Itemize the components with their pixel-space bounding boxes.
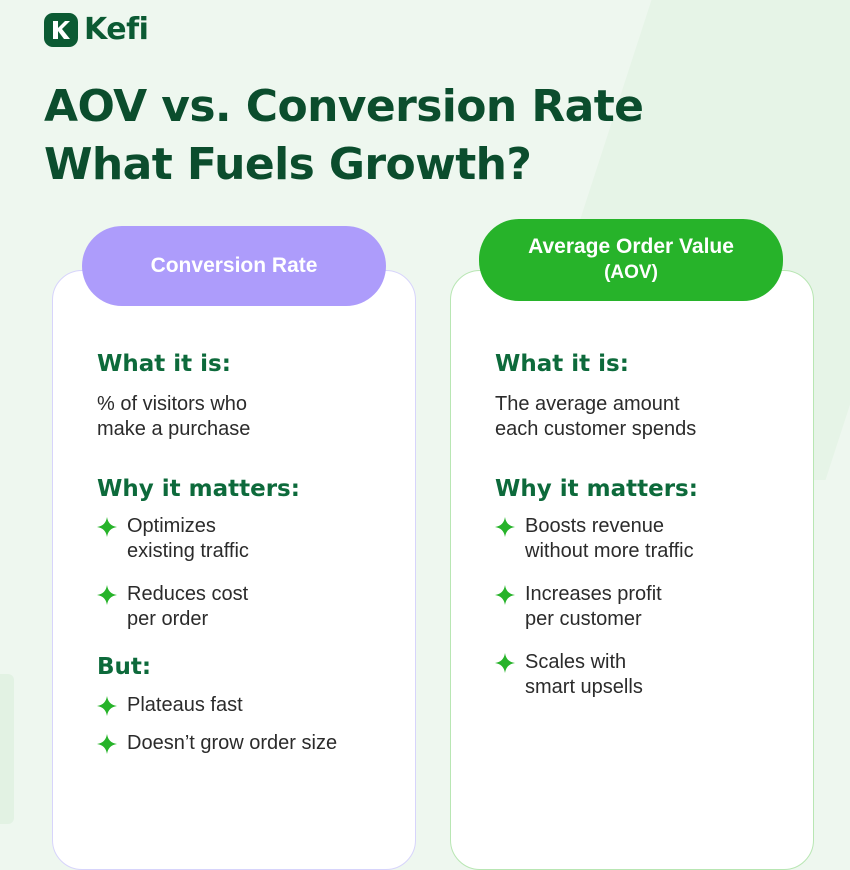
list-item: Doesn’t grow order size	[97, 731, 337, 756]
what-it-is-heading: What it is:	[97, 351, 231, 377]
kefi-logo-icon	[44, 12, 78, 47]
list-item: Increases profit per customer	[495, 582, 662, 632]
sparkle-icon	[495, 517, 515, 537]
list-item-text: Plateaus fast	[127, 694, 243, 716]
list-item: Optimizes existing traffic	[97, 514, 249, 564]
why-it-matters-heading: Why it matters:	[495, 476, 698, 502]
list-item: Boosts revenue without more traffic	[495, 514, 694, 564]
definition-text: The average amount each customer spends	[495, 392, 696, 442]
sparkle-icon	[97, 696, 117, 716]
title-line-1: AOV vs. Conversion Rate	[44, 81, 644, 132]
aov-pill: Average Order Value (AOV)	[479, 219, 783, 301]
brand-logo: Kefi	[44, 12, 149, 47]
aov-card	[450, 270, 814, 870]
conversion-rate-card	[52, 270, 416, 870]
brand-name: Kefi	[84, 12, 149, 47]
definition-line: % of visitors who	[97, 393, 248, 415]
pill-sublabel: (AOV)	[604, 262, 658, 283]
title-line-2: What Fuels Growth?	[44, 139, 532, 190]
sparkle-icon	[495, 653, 515, 673]
definition-text: % of visitors who make a purchase	[97, 392, 250, 442]
definition-line: each customer spends	[495, 418, 697, 440]
list-item: Plateaus fast	[97, 693, 243, 718]
sparkle-icon	[495, 585, 515, 605]
pill-label: Average Order Value	[528, 235, 734, 258]
definition-line: make a purchase	[97, 418, 251, 440]
list-item: Scales with smart upsells	[495, 650, 643, 700]
what-it-is-heading: What it is:	[495, 351, 629, 377]
sparkle-icon	[97, 585, 117, 605]
list-item-text: Increases profit per customer	[525, 583, 662, 630]
page-title: AOV vs. Conversion Rate What Fuels Growt…	[44, 78, 644, 194]
but-heading: But:	[97, 654, 152, 680]
background-shape	[0, 674, 14, 824]
sparkle-icon	[97, 734, 117, 754]
list-item-text: Reduces cost per order	[127, 583, 249, 630]
list-item: Reduces cost per order	[97, 582, 248, 632]
pill-label: Conversion Rate	[150, 254, 318, 277]
why-it-matters-heading: Why it matters:	[97, 476, 300, 502]
list-item-text: Optimizes existing traffic	[127, 515, 249, 562]
list-item-text: Scales with smart upsells	[525, 651, 643, 698]
sparkle-icon	[97, 517, 117, 537]
conversion-rate-pill: Conversion Rate	[82, 226, 386, 306]
list-item-text: Boosts revenue without more traffic	[525, 515, 694, 562]
definition-line: The average amount	[495, 393, 680, 415]
list-item-text: Doesn’t grow order size	[127, 732, 338, 754]
